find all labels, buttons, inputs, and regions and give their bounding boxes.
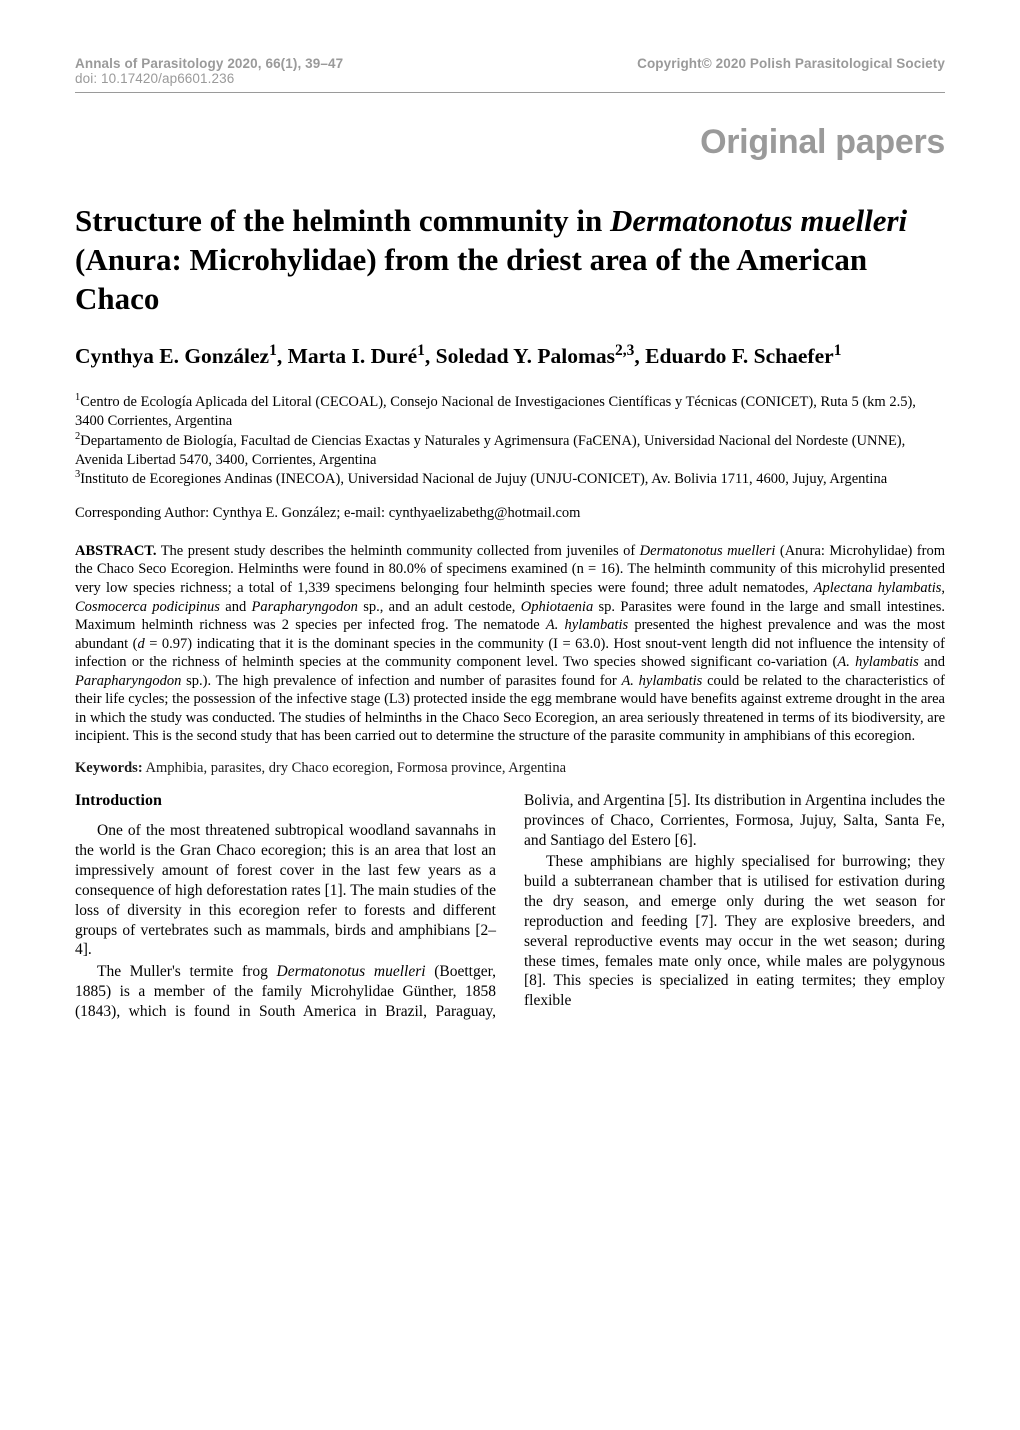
journal-line: Annals of Parasitology 2020, 66(1), 39–4… <box>75 56 343 71</box>
abstract: ABSTRACT. The present study describes th… <box>75 542 945 746</box>
doi-line: doi: 10.17420/ap6601.236 <box>75 71 343 86</box>
body-paragraph: These amphibians are highly specialised … <box>524 852 945 1011</box>
body-paragraph: One of the most threatened subtropical w… <box>75 821 496 960</box>
keywords-text: Amphibia, parasites, dry Chaco ecoregion… <box>143 760 566 776</box>
authors: Cynthya E. González1, Marta I. Duré1, So… <box>75 342 945 371</box>
copyright-line: Copyright© 2020 Polish Parasitological S… <box>637 56 945 71</box>
abstract-text: The present study describes the helminth… <box>75 543 945 744</box>
abstract-label: ABSTRACT. <box>75 543 157 559</box>
running-header: Annals of Parasitology 2020, 66(1), 39–4… <box>75 56 945 86</box>
keywords: Keywords: Amphibia, parasites, dry Chaco… <box>75 760 945 777</box>
header-left: Annals of Parasitology 2020, 66(1), 39–4… <box>75 56 343 86</box>
header-rule <box>75 92 945 93</box>
page: Annals of Parasitology 2020, 66(1), 39–4… <box>0 0 1020 1430</box>
corresponding-author: Corresponding Author: Cynthya E. Gonzále… <box>75 505 945 522</box>
introduction-heading: Introduction <box>75 791 496 811</box>
section-label: Original papers <box>75 123 945 162</box>
article-title: Structure of the helminth community in D… <box>75 202 945 318</box>
header-right: Copyright© 2020 Polish Parasitological S… <box>637 56 945 71</box>
body-columns: Introduction One of the most threatened … <box>75 791 945 1022</box>
keywords-label: Keywords: <box>75 760 143 776</box>
affiliations: 1Centro de Ecología Aplicada del Litoral… <box>75 393 945 489</box>
